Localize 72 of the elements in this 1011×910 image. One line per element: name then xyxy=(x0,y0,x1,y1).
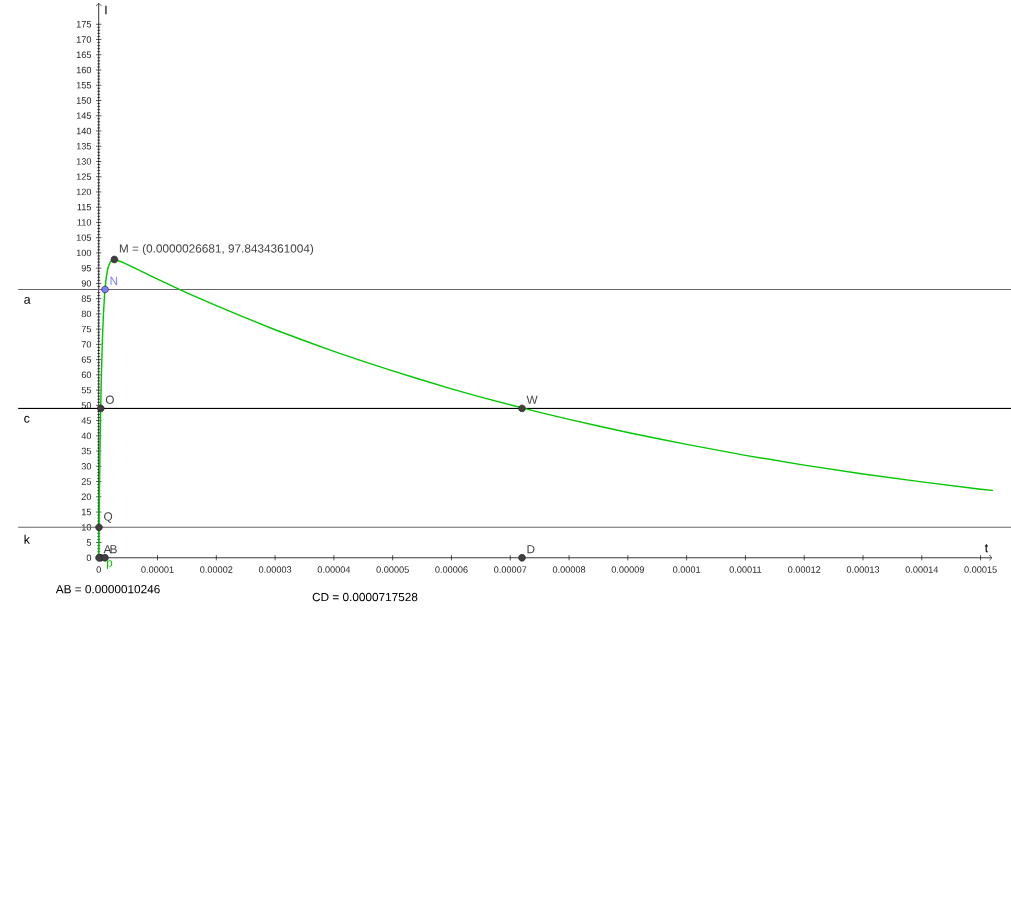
x-tick-label: 0.00011 xyxy=(729,566,762,573)
series-label: B xyxy=(110,544,117,554)
point xyxy=(518,404,526,412)
series-label: D xyxy=(527,544,535,554)
y-tick-label: 85 xyxy=(81,295,92,302)
y-tick-label: 35 xyxy=(81,447,92,455)
x-tick-label: 0.00002 xyxy=(200,566,233,573)
y-tick-label: 25 xyxy=(81,478,92,485)
y-tick-label: 170 xyxy=(76,36,92,43)
ref-line-label: c xyxy=(24,415,30,423)
y-tick-label: 75 xyxy=(81,325,92,333)
y-tick-label: 70 xyxy=(81,340,92,348)
y-tick-label: 0 xyxy=(86,554,92,561)
y-tick-label: 65 xyxy=(81,356,92,363)
y-tick-label: 30 xyxy=(81,462,92,470)
x-tick-label: 0.00014 xyxy=(905,566,939,573)
y-tick-label: 165 xyxy=(76,51,92,58)
y-tick-label: 130 xyxy=(76,158,92,165)
x-tick-label: 0.00012 xyxy=(788,566,821,573)
x-tick-label: 0.00005 xyxy=(376,566,409,573)
y-tick-label: 110 xyxy=(77,219,92,226)
x-tick-label: 0.00015 xyxy=(964,566,997,573)
x-tick-label: 0.00003 xyxy=(258,566,292,573)
y-tick-label: 115 xyxy=(77,203,92,211)
point xyxy=(110,255,119,264)
x-tick-label: 0.0001 xyxy=(672,566,701,573)
series-label: A xyxy=(103,544,112,554)
y-tick-label: 145 xyxy=(76,112,92,119)
x-tick-label: 0.00007 xyxy=(494,566,527,573)
x-tick-label: 0.00001 xyxy=(141,566,174,573)
y-tick-label: 100 xyxy=(76,249,92,256)
y-tick-label: 90 xyxy=(81,280,92,287)
y-tick-label: 20 xyxy=(81,493,92,500)
y-tick-label: 135 xyxy=(76,142,92,150)
y-tick-label: 5 xyxy=(86,539,92,546)
x-tick-label: 0.00008 xyxy=(552,566,586,573)
x-tick-label: 0.00004 xyxy=(317,566,351,573)
x-tick-label: 0.00009 xyxy=(611,566,644,573)
text: CD = 0.0000717528 xyxy=(312,592,418,602)
y-tick-label: 55 xyxy=(81,386,92,394)
y-tick-label: 15 xyxy=(81,508,92,516)
text: AB = 0.0000010246 xyxy=(55,584,160,594)
y-axis-title: I xyxy=(105,5,107,15)
y-tick-label: 45 xyxy=(81,417,92,424)
x-tick-label: 0.00006 xyxy=(435,566,468,573)
y-tick-label: 95 xyxy=(81,264,92,272)
y-tick-label: 120 xyxy=(76,188,92,196)
series-label: O xyxy=(105,395,114,404)
ref-line-label: k xyxy=(24,534,30,544)
x-tick-label: 0.00013 xyxy=(846,566,880,573)
y-tick-label: 160 xyxy=(76,66,92,74)
point xyxy=(101,285,109,294)
y-tick-label: 10 xyxy=(81,523,92,531)
series-label: M = (0.0000026681, 97.8434361004) xyxy=(119,243,314,255)
y-tick-label: 60 xyxy=(81,371,92,378)
series-label: Q xyxy=(104,512,113,523)
y-tick-label: 50 xyxy=(81,401,92,409)
series-label: W xyxy=(526,395,538,404)
y-tick-label: 150 xyxy=(76,97,92,104)
x-axis-title: t xyxy=(984,543,989,553)
y-tick-label: 175 xyxy=(76,20,92,28)
y-tick-label: 105 xyxy=(76,234,92,241)
x-tick-label: 0 xyxy=(96,566,101,573)
series-label: p xyxy=(106,560,113,569)
y-tick-label: 40 xyxy=(81,432,92,439)
y-tick-label: 80 xyxy=(81,310,92,317)
y-tick-label: 140 xyxy=(76,127,92,135)
y-tick-label: 155 xyxy=(76,81,92,89)
series-label: N xyxy=(110,276,118,285)
ref-line-label: a xyxy=(24,296,31,304)
point xyxy=(518,553,526,562)
y-tick-label: 125 xyxy=(76,173,92,180)
